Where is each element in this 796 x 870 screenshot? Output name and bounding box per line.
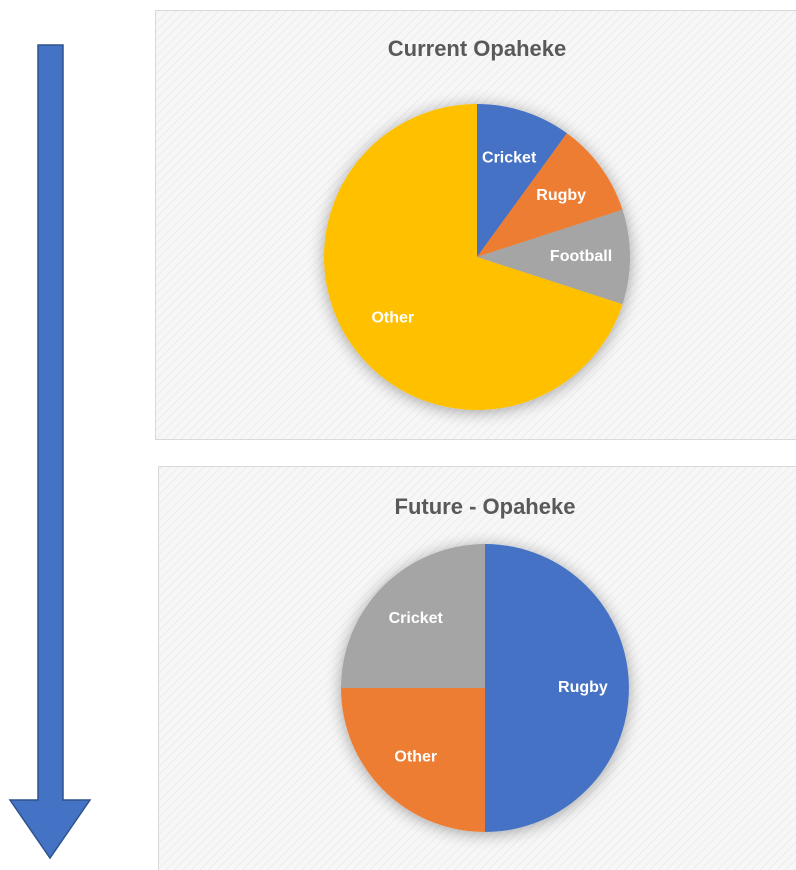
chart-title: Future - Opaheke (395, 494, 576, 519)
slice-label: Rugby (558, 679, 608, 696)
slice-label: Rugby (536, 187, 586, 204)
pie-slice (324, 104, 623, 410)
slice-label: Football (550, 248, 612, 265)
pie-slice (477, 209, 630, 305)
pie-slice (341, 688, 485, 832)
pie (324, 104, 630, 410)
slice-label: Other (394, 748, 437, 765)
chart-title: Current Opaheke (388, 36, 567, 61)
pie-slice (485, 544, 629, 832)
pie-slice (477, 104, 567, 257)
pie-slice (477, 133, 623, 257)
down-arrow (8, 44, 92, 860)
pie-slice (341, 544, 485, 688)
slice-label: Cricket (389, 610, 444, 627)
slice-label: Cricket (482, 149, 537, 166)
pie (341, 544, 629, 832)
slice-label: Other (371, 309, 414, 326)
